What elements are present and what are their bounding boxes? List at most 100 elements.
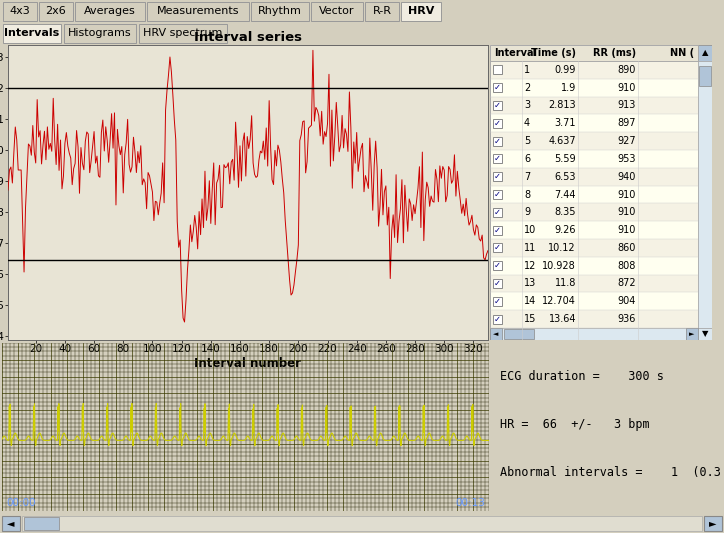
- Text: 10: 10: [524, 225, 536, 235]
- Text: ECG duration =    300 s: ECG duration = 300 s: [500, 370, 664, 383]
- Text: ✓: ✓: [494, 190, 501, 199]
- Bar: [490, 61, 698, 79]
- Text: 0.99: 0.99: [555, 65, 576, 75]
- Text: ✓: ✓: [494, 208, 501, 217]
- Text: 4: 4: [524, 118, 530, 128]
- Bar: [490, 185, 698, 204]
- Text: 1.9: 1.9: [561, 83, 576, 93]
- Text: Averages: Averages: [84, 6, 136, 16]
- Bar: [490, 310, 698, 328]
- Text: 8.35: 8.35: [555, 207, 576, 217]
- Text: ✓: ✓: [494, 101, 501, 110]
- Text: ✓: ✓: [494, 155, 501, 164]
- Bar: [698, 328, 712, 340]
- Text: 910: 910: [618, 207, 636, 217]
- Bar: [493, 190, 502, 199]
- X-axis label: Interval number: Interval number: [195, 357, 301, 370]
- Text: ▲: ▲: [702, 49, 708, 58]
- Text: 12: 12: [524, 261, 536, 271]
- Text: 4.637: 4.637: [548, 136, 576, 146]
- Text: ✓: ✓: [494, 261, 501, 270]
- Bar: [686, 328, 698, 340]
- Text: 9.26: 9.26: [555, 225, 576, 235]
- Bar: [3, 2, 37, 21]
- Bar: [490, 328, 712, 340]
- Bar: [490, 96, 698, 115]
- Text: 4x3: 4x3: [9, 6, 30, 16]
- Bar: [3, 24, 61, 43]
- Bar: [493, 314, 502, 324]
- Text: 2x6: 2x6: [46, 6, 67, 16]
- Bar: [490, 257, 698, 274]
- Bar: [139, 24, 227, 43]
- Bar: [704, 516, 722, 531]
- Bar: [147, 2, 249, 21]
- Bar: [490, 293, 698, 310]
- Bar: [698, 45, 712, 61]
- Text: 910: 910: [618, 225, 636, 235]
- Text: ✓: ✓: [494, 297, 501, 306]
- Text: 2.813: 2.813: [548, 101, 576, 110]
- Text: 00:13: 00:13: [455, 498, 485, 508]
- Text: RR (ms): RR (ms): [593, 48, 636, 58]
- Text: ✓: ✓: [494, 244, 501, 253]
- Bar: [490, 132, 698, 150]
- Text: ✓: ✓: [494, 136, 501, 146]
- Text: 860: 860: [618, 243, 636, 253]
- Text: ✓: ✓: [494, 172, 501, 181]
- Bar: [490, 150, 698, 168]
- Text: HRV spectrum: HRV spectrum: [143, 28, 223, 38]
- Text: 9: 9: [524, 207, 530, 217]
- Text: ◄: ◄: [493, 331, 499, 337]
- Bar: [490, 204, 698, 221]
- Text: 6: 6: [524, 154, 530, 164]
- Text: 5: 5: [524, 136, 530, 146]
- Text: 11: 11: [524, 243, 536, 253]
- Bar: [490, 328, 502, 340]
- Text: Abnormal intervals =    1  (0.3 %): Abnormal intervals = 1 (0.3 %): [500, 466, 724, 479]
- Text: 7.44: 7.44: [555, 190, 576, 199]
- Bar: [493, 119, 502, 128]
- Text: Vector: Vector: [319, 6, 355, 16]
- Text: 3.71: 3.71: [555, 118, 576, 128]
- Bar: [493, 155, 502, 164]
- Bar: [24, 517, 59, 530]
- Bar: [401, 2, 441, 21]
- Title: Interval series: Interval series: [194, 31, 302, 44]
- Text: 14: 14: [524, 296, 536, 306]
- Bar: [493, 279, 502, 288]
- Bar: [64, 24, 136, 43]
- Bar: [490, 239, 698, 257]
- Text: 13.64: 13.64: [549, 314, 576, 324]
- Bar: [490, 274, 698, 293]
- Bar: [493, 261, 502, 270]
- Text: 00:00: 00:00: [6, 498, 35, 508]
- Text: 910: 910: [618, 83, 636, 93]
- Bar: [493, 136, 502, 146]
- Bar: [75, 2, 145, 21]
- Text: Rhythm: Rhythm: [258, 6, 302, 16]
- Text: 897: 897: [618, 118, 636, 128]
- Bar: [311, 2, 363, 21]
- Bar: [490, 168, 698, 185]
- Text: 910: 910: [618, 190, 636, 199]
- Text: 890: 890: [618, 65, 636, 75]
- Text: 927: 927: [618, 136, 636, 146]
- Text: HRV: HRV: [408, 6, 434, 16]
- Bar: [493, 225, 502, 235]
- Text: Intervals: Intervals: [4, 28, 59, 38]
- Text: ►: ►: [710, 519, 717, 529]
- Text: NN (: NN (: [670, 48, 694, 58]
- Text: 8: 8: [524, 190, 530, 199]
- Text: ◄: ◄: [7, 519, 14, 529]
- Text: ✓: ✓: [494, 119, 501, 128]
- Bar: [490, 115, 698, 132]
- Text: 940: 940: [618, 172, 636, 182]
- Bar: [698, 61, 712, 340]
- Text: 11.8: 11.8: [555, 279, 576, 288]
- Text: 5.59: 5.59: [555, 154, 576, 164]
- Bar: [493, 83, 502, 92]
- Text: ✓: ✓: [494, 279, 501, 288]
- Text: ►: ►: [689, 331, 695, 337]
- Bar: [493, 297, 502, 306]
